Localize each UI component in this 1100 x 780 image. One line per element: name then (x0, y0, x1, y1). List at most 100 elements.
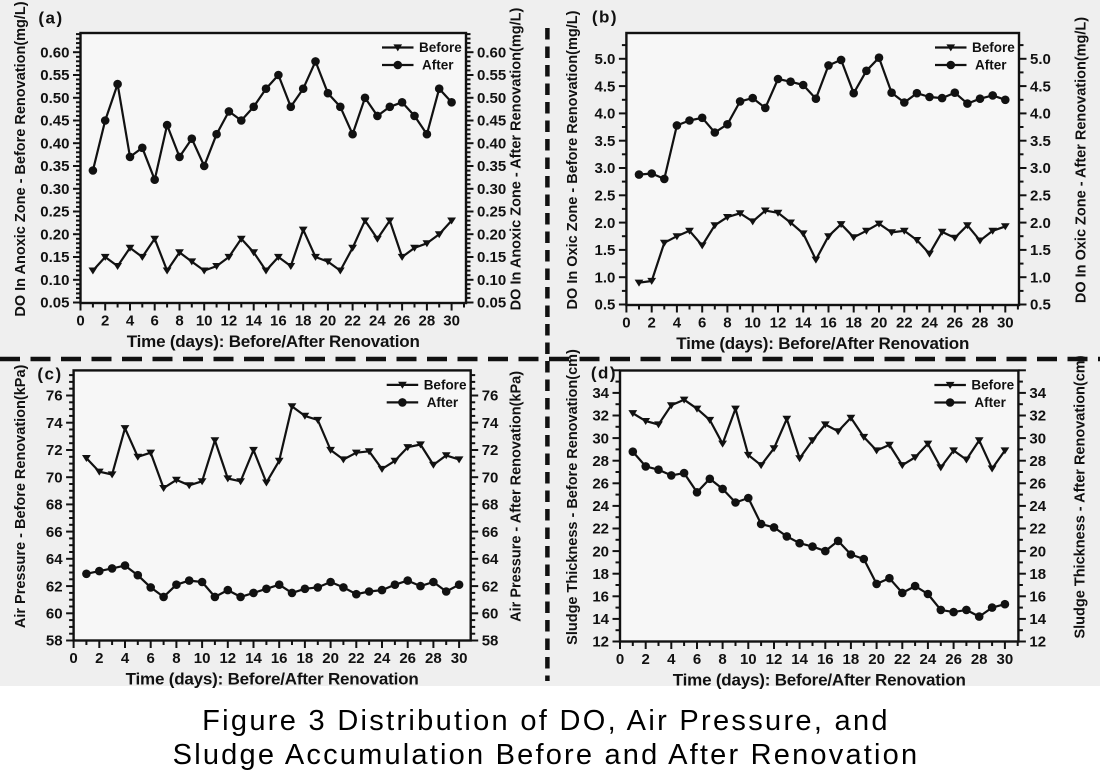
svg-text:8: 8 (718, 651, 726, 668)
svg-text:Air Pressure - After Renovatio: Air Pressure - After Renovation(kPa) (509, 371, 525, 622)
svg-text:0.60: 0.60 (477, 45, 506, 62)
svg-text:Time (days): Before/After Reno: Time (days): Before/After Renovation (126, 670, 419, 689)
svg-text:0.30: 0.30 (477, 181, 506, 198)
svg-text:20: 20 (1029, 543, 1046, 560)
svg-text:0: 0 (69, 650, 77, 667)
svg-text:Time (days): Before/After Reno: Time (days): Before/After Renovation (673, 671, 966, 690)
svg-text:12: 12 (592, 634, 609, 651)
svg-text:16: 16 (817, 651, 834, 668)
svg-text:22: 22 (894, 651, 911, 668)
svg-text:16: 16 (592, 589, 609, 606)
svg-text:2.5: 2.5 (1030, 188, 1051, 205)
svg-text:Sludge Thickness - After Renov: Sludge Thickness - After Renovation(cm) (1073, 355, 1089, 638)
svg-text:0.45: 0.45 (477, 113, 506, 130)
svg-text:3.5: 3.5 (595, 133, 616, 150)
svg-text:28: 28 (425, 650, 442, 667)
svg-text:Before: Before (971, 378, 1014, 393)
svg-text:24: 24 (1029, 498, 1046, 515)
svg-text:10: 10 (196, 313, 213, 330)
svg-text:24: 24 (920, 651, 937, 668)
svg-text:58: 58 (482, 633, 499, 650)
svg-text:72: 72 (482, 442, 499, 459)
svg-text:22: 22 (1029, 521, 1046, 538)
svg-text:10: 10 (744, 315, 761, 332)
svg-text:22: 22 (896, 315, 913, 332)
svg-text:14: 14 (245, 313, 262, 330)
svg-text:Before: Before (419, 40, 462, 55)
svg-text:0.20: 0.20 (40, 226, 69, 243)
svg-text:4: 4 (126, 313, 135, 330)
svg-text:0.25: 0.25 (40, 204, 69, 221)
svg-text:10: 10 (740, 651, 757, 668)
svg-text:1.0: 1.0 (1030, 269, 1051, 286)
svg-text:14: 14 (592, 611, 609, 628)
svg-text:Figure 3 Distribution of DO, A: Figure 3 Distribution of DO, Air Pressur… (202, 705, 890, 737)
svg-text:(c): (c) (37, 365, 62, 384)
svg-text:28: 28 (419, 313, 436, 330)
svg-text:0: 0 (76, 313, 84, 330)
svg-text:18: 18 (845, 315, 862, 332)
svg-text:28: 28 (972, 315, 989, 332)
svg-text:16: 16 (271, 650, 288, 667)
svg-text:1.5: 1.5 (595, 242, 616, 259)
svg-text:4: 4 (121, 650, 130, 667)
svg-text:8: 8 (172, 650, 180, 667)
svg-text:66: 66 (46, 524, 63, 541)
svg-text:14: 14 (791, 651, 808, 668)
svg-text:4.5: 4.5 (1030, 78, 1051, 95)
svg-text:0.05: 0.05 (40, 295, 69, 312)
svg-text:18: 18 (592, 566, 609, 583)
svg-text:Air Pressure - Before Renovati: Air Pressure - Before Renovation(kPa) (13, 364, 29, 628)
svg-text:0.50: 0.50 (477, 90, 506, 107)
svg-text:10: 10 (194, 650, 211, 667)
svg-text:0.55: 0.55 (40, 67, 69, 84)
svg-text:60: 60 (482, 606, 499, 623)
svg-text:62: 62 (46, 578, 63, 595)
svg-text:12: 12 (1029, 634, 1046, 651)
svg-text:30: 30 (592, 430, 609, 447)
svg-text:0.10: 0.10 (477, 272, 506, 289)
svg-text:2: 2 (642, 651, 650, 668)
svg-text:4.5: 4.5 (595, 78, 616, 95)
svg-text:3.0: 3.0 (1030, 160, 1051, 177)
svg-text:24: 24 (921, 315, 938, 332)
svg-text:6: 6 (693, 651, 701, 668)
svg-text:0.35: 0.35 (40, 158, 69, 175)
svg-text:22: 22 (348, 650, 365, 667)
svg-text:DO In Anoxic Zone - Before Ren: DO In Anoxic Zone - Before Renovation(mg… (13, 1, 29, 316)
svg-text:16: 16 (820, 315, 837, 332)
svg-text:26: 26 (945, 651, 962, 668)
svg-text:1.0: 1.0 (595, 269, 616, 286)
svg-text:76: 76 (482, 388, 499, 405)
svg-text:74: 74 (482, 415, 499, 432)
svg-text:20: 20 (868, 651, 885, 668)
svg-text:20: 20 (592, 543, 609, 560)
svg-text:0.30: 0.30 (40, 181, 69, 198)
svg-text:(d): (d) (591, 364, 617, 383)
svg-text:Before: Before (424, 378, 467, 393)
svg-text:18: 18 (843, 651, 860, 668)
svg-text:30: 30 (443, 313, 460, 330)
svg-text:72: 72 (46, 442, 63, 459)
svg-text:4: 4 (667, 651, 676, 668)
svg-text:Time (days): Before/After Reno: Time (days): Before/After Renovation (676, 334, 969, 353)
svg-text:64: 64 (46, 551, 63, 568)
svg-text:14: 14 (245, 650, 262, 667)
svg-text:4: 4 (673, 315, 682, 332)
svg-text:0.25: 0.25 (477, 204, 506, 221)
svg-text:18: 18 (297, 650, 314, 667)
svg-text:66: 66 (482, 524, 499, 541)
svg-text:26: 26 (394, 313, 411, 330)
svg-text:26: 26 (399, 650, 416, 667)
svg-text:30: 30 (451, 650, 468, 667)
svg-text:24: 24 (369, 313, 386, 330)
svg-text:62: 62 (482, 578, 499, 595)
svg-text:34: 34 (592, 385, 609, 402)
svg-text:34: 34 (1029, 385, 1046, 402)
svg-text:14: 14 (1029, 611, 1046, 628)
svg-text:0.15: 0.15 (40, 249, 69, 266)
svg-text:60: 60 (46, 606, 63, 623)
svg-text:28: 28 (1029, 453, 1046, 470)
svg-text:Time (days): Before/After Reno: Time (days): Before/After Renovation (127, 332, 420, 351)
svg-text:0.15: 0.15 (477, 249, 506, 266)
